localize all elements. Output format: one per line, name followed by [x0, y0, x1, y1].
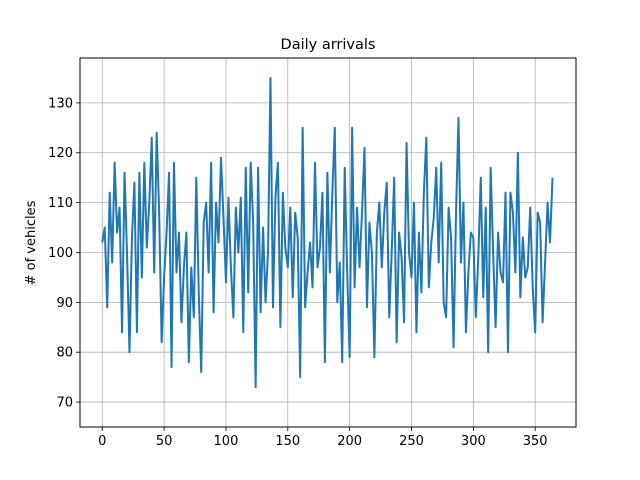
- x-tick-label: 100: [214, 434, 239, 449]
- x-tick-label: 200: [337, 434, 362, 449]
- series-line-arrivals: [101, 76, 554, 389]
- series-group: [101, 76, 554, 389]
- chart-title: Daily arrivals: [281, 37, 376, 53]
- x-tick-label: 350: [523, 434, 548, 449]
- y-axis-label: # of vehicles: [24, 200, 39, 285]
- y-tick-label: 90: [56, 296, 73, 311]
- x-tick-label: 250: [399, 434, 424, 449]
- x-tick-label: 0: [98, 434, 106, 449]
- y-tick-label: 110: [48, 196, 73, 211]
- y-axis-ticks: 70 80 90 100 110 120 130: [48, 96, 80, 411]
- y-tick-label: 80: [56, 346, 73, 361]
- y-tick-label: 130: [48, 96, 73, 111]
- y-tick-label: 100: [48, 246, 73, 261]
- x-tick-label: 150: [275, 434, 300, 449]
- plot-frame: [79, 57, 577, 428]
- x-axis-ticks: 0 50 100 150 200 250 300 350: [98, 427, 548, 449]
- y-tick-label: 120: [48, 146, 73, 161]
- y-tick-label: 70: [56, 396, 73, 411]
- x-tick-label: 300: [461, 434, 486, 449]
- x-tick-label: 50: [156, 434, 173, 449]
